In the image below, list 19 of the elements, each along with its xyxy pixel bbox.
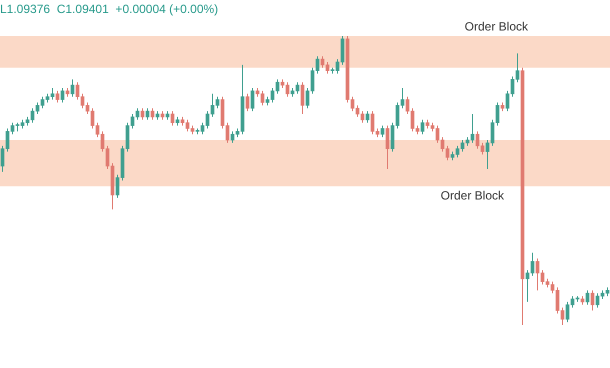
candlestick	[250, 88, 254, 112]
candlestick	[170, 110, 174, 126]
candlestick	[60, 88, 64, 103]
candlestick	[150, 108, 154, 120]
band-label: Order Block	[440, 188, 505, 203]
text: L1.09376 C1.09401 +0.00004 (+0.00%)	[0, 2, 218, 16]
candlestick	[140, 108, 144, 120]
candlestick	[380, 125, 384, 138]
candlestick	[420, 119, 424, 135]
candlestick	[246, 93, 250, 112]
candlestick	[70, 78, 74, 98]
candlestick	[146, 108, 150, 120]
candlestick	[56, 90, 60, 103]
candlestick	[366, 110, 370, 124]
candlestick	[300, 82, 304, 115]
candlestick	[386, 125, 390, 170]
candlestick	[586, 290, 590, 306]
candlestick	[590, 290, 594, 312]
band-label: Order Block	[464, 19, 529, 34]
